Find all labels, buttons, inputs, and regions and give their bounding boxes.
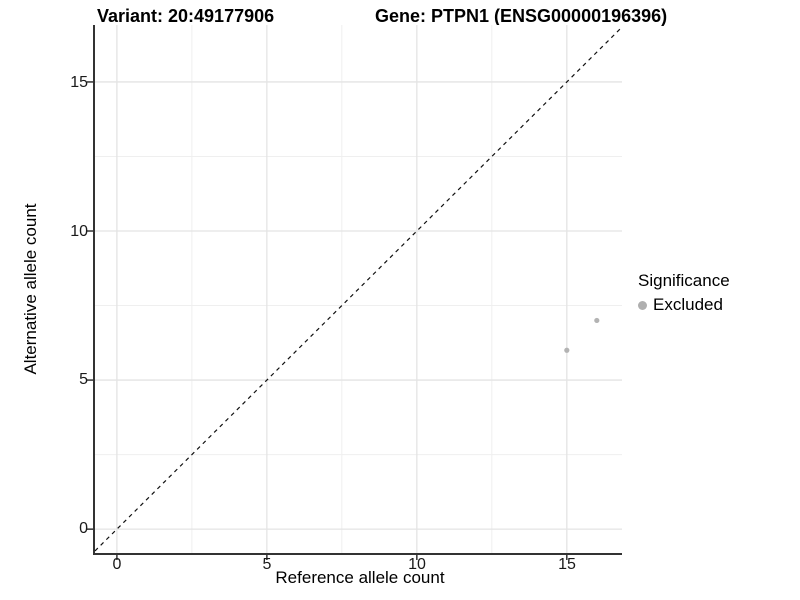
plot-canvas bbox=[87, 25, 623, 560]
legend-key-dot-icon bbox=[638, 300, 647, 310]
legend-title: Significance bbox=[638, 271, 730, 290]
y-axis-title: Alternative allele count bbox=[21, 203, 40, 375]
x-tick-label-15: 15 bbox=[558, 556, 576, 573]
data-point bbox=[594, 317, 600, 324]
y-tick-label-10: 10 bbox=[70, 223, 88, 240]
y-tick-label-15: 15 bbox=[70, 74, 88, 91]
x-tick-label-0: 0 bbox=[112, 556, 122, 573]
x-tick-label-5: 5 bbox=[262, 556, 272, 573]
legend-item-excluded: Excluded bbox=[638, 295, 730, 315]
legend: Significance Excluded bbox=[638, 271, 730, 315]
variant-title: Variant: 20:49177906 bbox=[97, 6, 275, 26]
legend-item-label: Excluded bbox=[653, 295, 723, 314]
y-tick-label-0: 0 bbox=[79, 520, 88, 537]
identity-dashed-line bbox=[94, 26, 623, 552]
data-point bbox=[564, 347, 570, 353]
plot-panel bbox=[87, 25, 623, 560]
gene-title: Gene: PTPN1 (ENSG00000196396) bbox=[375, 6, 668, 26]
x-tick-label-10: 10 bbox=[408, 556, 426, 573]
y-tick-label-5: 5 bbox=[79, 371, 88, 388]
x-axis-title: Reference allele count bbox=[275, 568, 445, 587]
